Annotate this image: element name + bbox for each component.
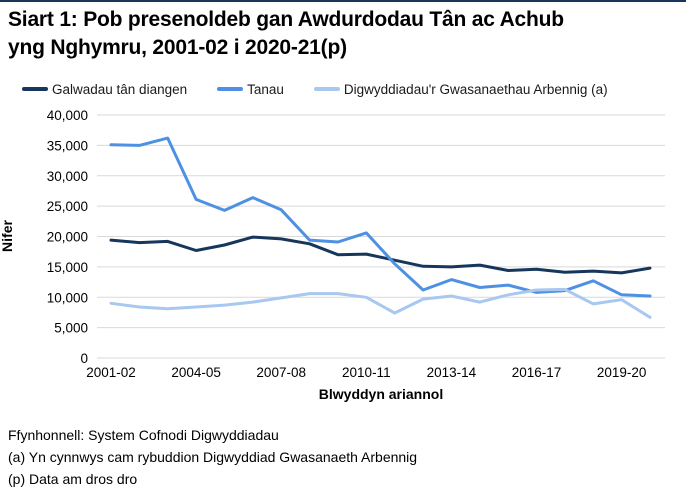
x-tick-label-2001-02: 2001-02	[86, 365, 136, 380]
footnote-a: (a) Yn cynnwys cam rybuddion Digwyddiad …	[8, 449, 418, 465]
legend-item-galwadau-tan-diangen: Galwadau tân diangen	[22, 82, 187, 97]
x-tick-label-2019-20: 2019-20	[597, 365, 647, 380]
legend-label-galwadau-tan-diangen: Galwadau tân diangen	[52, 81, 188, 97]
y-tick-label-20000: 20,000	[47, 230, 88, 245]
x-tick-label-2010-11: 2010-11	[342, 365, 391, 380]
chart-title-line-1: Siart 1: Pob presenoldeb gan Awdurdodau …	[8, 8, 564, 31]
y-tick-label-0: 0	[80, 351, 88, 366]
x-tick-label-2007-08: 2007-08	[256, 365, 306, 380]
legend-item-digwyddiadau: Digwyddiadau'r Gwasanaethau Arbennig (a)	[313, 81, 608, 97]
y-tick-label-15000: 15,000	[47, 260, 88, 275]
footnote-source: Ffynhonnell: System Cofnodi Digwyddiadau	[8, 427, 279, 443]
y-tick-label-25000: 25,000	[47, 199, 88, 214]
legend-swatch-digwyddiadau	[313, 87, 340, 91]
chart-title: Siart 1: Pob presenoldeb gan Awdurdodau …	[8, 6, 680, 62]
y-axis-title: Nifer	[0, 220, 15, 252]
footnotes: Ffynhonnell: System Cofnodi Digwyddiadau…	[8, 424, 678, 490]
series-line-0	[109, 235, 652, 275]
y-tick-label-35000: 35,000	[47, 138, 88, 153]
chart-title-line-2: yng Nghymru, 2001-02 i 2020-21(p)	[8, 36, 347, 59]
legend-label-tanau: Tanau	[247, 81, 284, 97]
top-accent-rule	[0, 0, 686, 2]
footnote-p: (p) Data am dros dro	[8, 471, 138, 487]
chart-area: 0 5,000 10,000 15,000 20,000 25,000 30,000 35,0…	[0, 98, 686, 413]
y-tick-label-10000: 10,000	[47, 290, 88, 305]
series-line-2	[109, 287, 652, 319]
line-chart-svg: 0 5,000 10,000 15,000 20,000 25,000 30,000 35,0…	[0, 108, 665, 402]
legend-label-digwyddiadau: Digwyddiadau'r Gwasanaethau Arbennig (a)	[343, 81, 608, 97]
x-tick-label-2013-14: 2013-14	[427, 365, 477, 380]
x-tick-label-2016-17: 2016-17	[512, 365, 562, 380]
legend-swatch-galwadau-tan-diangen	[22, 87, 48, 91]
x-axis-title: Blwyddyn ariannol	[319, 386, 443, 402]
x-tick-label-2004-05: 2004-05	[171, 365, 221, 380]
legend-item-tanau: Tanau	[217, 82, 284, 97]
chart-legend: Galwadau tân diangen Tanau Digwyddiadau'…	[22, 80, 682, 98]
y-tick-label-40000: 40,000	[47, 108, 88, 123]
y-tick-label-5000: 5,000	[54, 321, 88, 336]
y-tick-label-30000: 30,000	[47, 169, 88, 184]
legend-swatch-tanau	[217, 87, 244, 91]
